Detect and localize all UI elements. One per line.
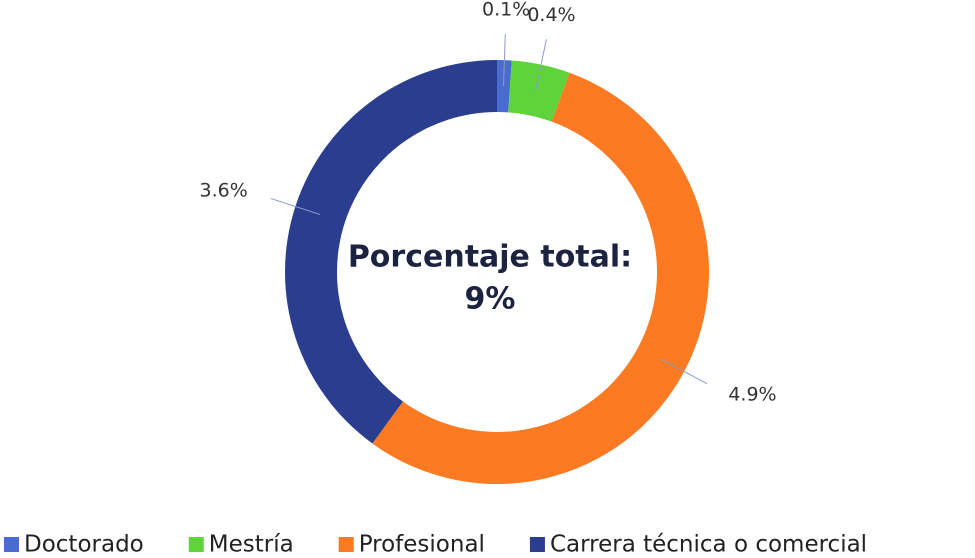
legend-label: Mestría <box>209 532 294 558</box>
leader-line <box>270 197 321 215</box>
legend-label: Profesional <box>359 532 485 558</box>
center-text: Porcentaje total: <box>348 240 632 275</box>
donut-slice <box>285 60 497 444</box>
legend-swatch <box>4 537 19 552</box>
legend-label: Carrera técnica o comercial <box>550 532 867 558</box>
legend-swatch <box>338 537 354 552</box>
data-label: 3.6% <box>200 180 248 202</box>
legend-swatch <box>188 537 204 552</box>
legend-swatch <box>529 537 545 552</box>
donut-slice <box>508 60 570 122</box>
center-text: 9% <box>465 282 516 317</box>
donut-slice <box>497 60 512 113</box>
leader-line <box>502 34 506 87</box>
donut-slice <box>372 72 709 484</box>
leader-line <box>660 358 708 385</box>
data-label: 0.4% <box>527 4 575 26</box>
leader-line <box>535 39 547 91</box>
legend-label: Doctorado <box>24 532 144 558</box>
data-label: 0.1% <box>482 0 530 21</box>
data-label: 4.9% <box>728 384 776 406</box>
